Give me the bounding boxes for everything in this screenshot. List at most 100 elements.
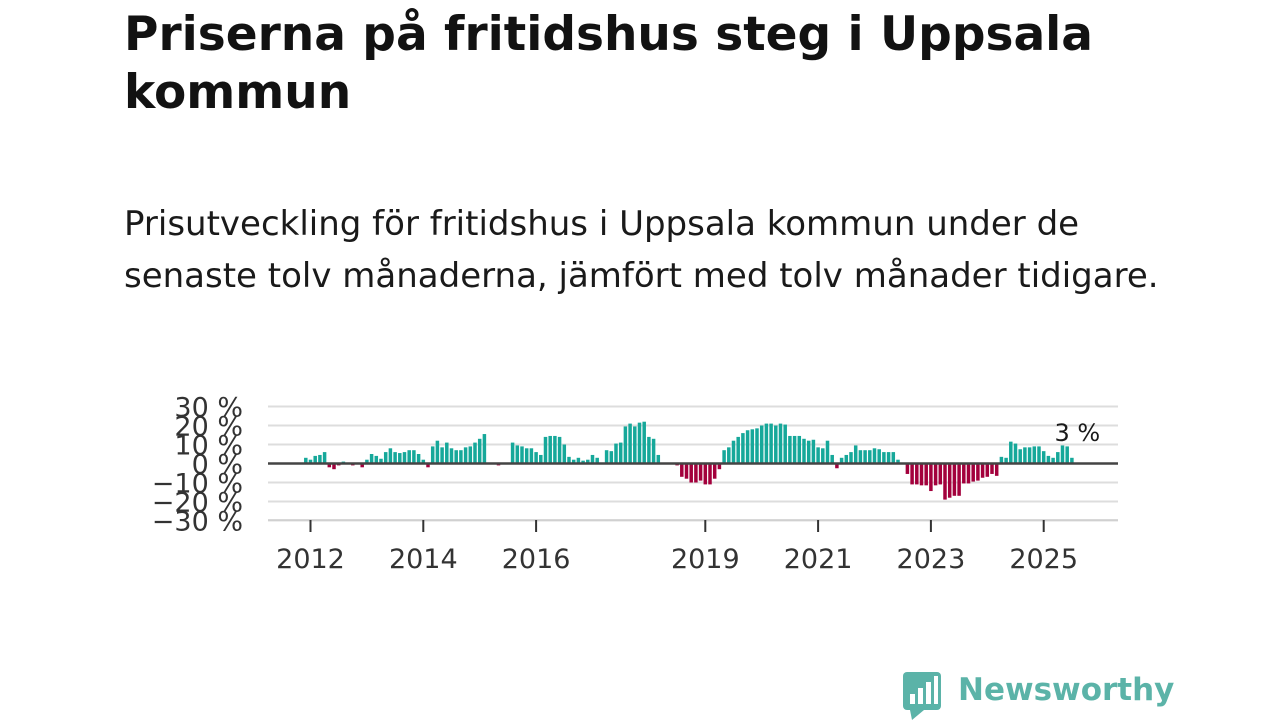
- bar: [802, 438, 806, 464]
- bar: [694, 463, 698, 483]
- bar: [590, 454, 595, 464]
- bar: [698, 463, 703, 481]
- bar: [1065, 446, 1069, 464]
- bar: [1027, 447, 1032, 464]
- bar: [727, 447, 731, 464]
- bar: [910, 463, 914, 485]
- bar: [374, 455, 379, 464]
- bar: [1051, 457, 1055, 464]
- bar: [764, 423, 769, 464]
- bar: [557, 436, 562, 464]
- bar: [985, 463, 990, 477]
- bar: [562, 444, 567, 464]
- bar: [642, 421, 646, 464]
- axes: [268, 462, 1118, 532]
- bar: [755, 428, 759, 464]
- bar: [1013, 443, 1018, 464]
- bar: [473, 442, 477, 464]
- y-tick-label: −20 %: [152, 488, 243, 519]
- bar: [482, 434, 487, 464]
- bar: [976, 463, 980, 481]
- bar: [604, 450, 609, 464]
- bar: [971, 463, 975, 482]
- bar: [872, 448, 877, 464]
- bar: [844, 454, 849, 464]
- y-tick-label: −10 %: [152, 469, 243, 500]
- bar: [769, 423, 773, 464]
- bar: [614, 443, 618, 464]
- bar: [651, 438, 656, 464]
- bar-chart-speech-bubble-icon: [903, 672, 941, 720]
- bar: [703, 463, 708, 485]
- bar: [388, 448, 393, 464]
- bar: [379, 458, 383, 464]
- bar: [947, 463, 952, 498]
- bar: [332, 463, 336, 470]
- bar: [774, 425, 778, 464]
- bar: [449, 448, 454, 464]
- bar: [402, 452, 407, 464]
- bar: [994, 463, 999, 476]
- bar: [548, 435, 552, 464]
- bar: [938, 463, 943, 485]
- bar: [1023, 447, 1027, 464]
- bar-chart: 30 %20 %10 %0 %−10 %−20 %−30 % 2012 2014 20…: [152, 393, 1118, 576]
- bar: [468, 446, 473, 464]
- bar: [933, 463, 938, 486]
- bar: [731, 440, 736, 464]
- bar: [1070, 457, 1074, 464]
- x-tick-label: 2021: [784, 544, 853, 575]
- bar: [863, 450, 867, 464]
- bar: [957, 463, 961, 496]
- bar: [459, 450, 463, 464]
- bar: [877, 449, 881, 464]
- bar: [656, 454, 661, 464]
- bar: [1046, 455, 1051, 464]
- chart-subtitle: Prisutveckling för fritidshus i Uppsala …: [124, 204, 1159, 296]
- bar: [1009, 441, 1013, 464]
- bar: [952, 463, 957, 496]
- bar: [825, 440, 830, 464]
- x-tick-label: 2012: [276, 544, 345, 575]
- bar: [990, 463, 994, 474]
- bar: [830, 454, 834, 464]
- x-tick-label: 2014: [389, 544, 458, 575]
- bar: [684, 463, 689, 479]
- bar: [891, 452, 896, 464]
- bar: [445, 442, 449, 464]
- bar: [1032, 446, 1037, 464]
- brand-name: Newsworthy: [958, 672, 1175, 708]
- bar: [567, 456, 571, 464]
- bar: [816, 447, 820, 464]
- bar: [510, 442, 515, 464]
- bar: [882, 452, 886, 464]
- bar: [962, 463, 966, 484]
- bar: [477, 438, 482, 464]
- bar: [435, 440, 440, 464]
- bar: [553, 435, 557, 464]
- bar: [524, 448, 529, 464]
- bar: [708, 463, 712, 485]
- bar: [393, 452, 397, 464]
- bar: [421, 459, 426, 464]
- bar: [745, 430, 750, 464]
- bar: [929, 463, 933, 492]
- bar: [318, 454, 322, 464]
- labels: 30 %20 %10 %0 %−10 %−20 %−30 % 2012 2014 20…: [152, 393, 1100, 576]
- bar: [797, 435, 802, 464]
- bar: [750, 429, 755, 464]
- bar: [966, 463, 971, 484]
- bar: [360, 463, 364, 468]
- bar: [633, 426, 637, 464]
- bar: [609, 451, 614, 464]
- bar: [327, 463, 332, 468]
- bar: [529, 448, 534, 464]
- bar: [980, 463, 985, 478]
- bar: [637, 422, 642, 464]
- bar: [853, 445, 858, 464]
- y-tick-label: 10 %: [174, 431, 243, 462]
- bar: [919, 463, 924, 486]
- bar: [426, 463, 430, 468]
- bar: [412, 450, 416, 464]
- bar: [759, 425, 764, 464]
